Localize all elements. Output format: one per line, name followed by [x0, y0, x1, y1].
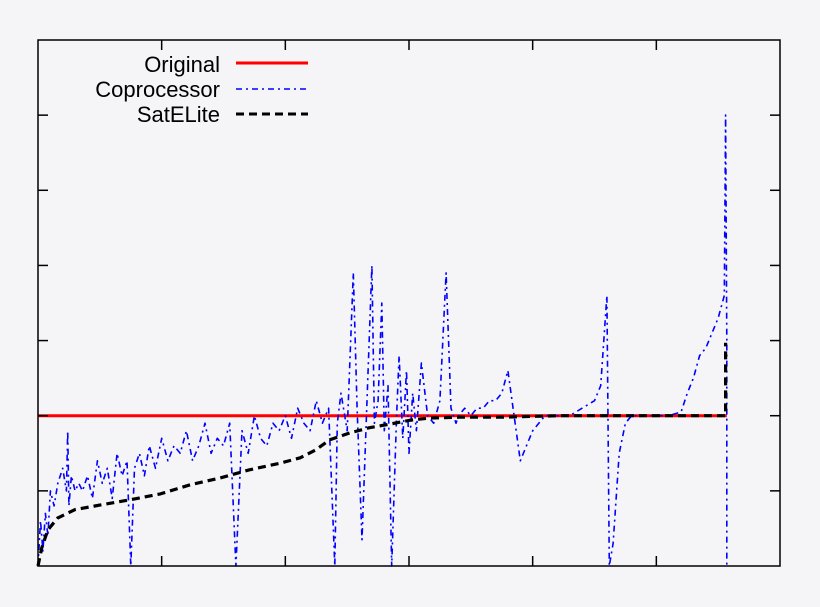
axis-ticks — [38, 40, 780, 566]
legend-label-coprocessor: Coprocessor — [95, 77, 220, 102]
plot-area — [36, 114, 728, 567]
legend-label-satelite: SatELite — [137, 102, 220, 127]
legend: Original Coprocessor SatELite — [95, 52, 308, 127]
legend-label-original: Original — [144, 52, 220, 77]
series-line-coprocessor — [37, 114, 728, 567]
series-line-satelite — [36, 342, 728, 567]
